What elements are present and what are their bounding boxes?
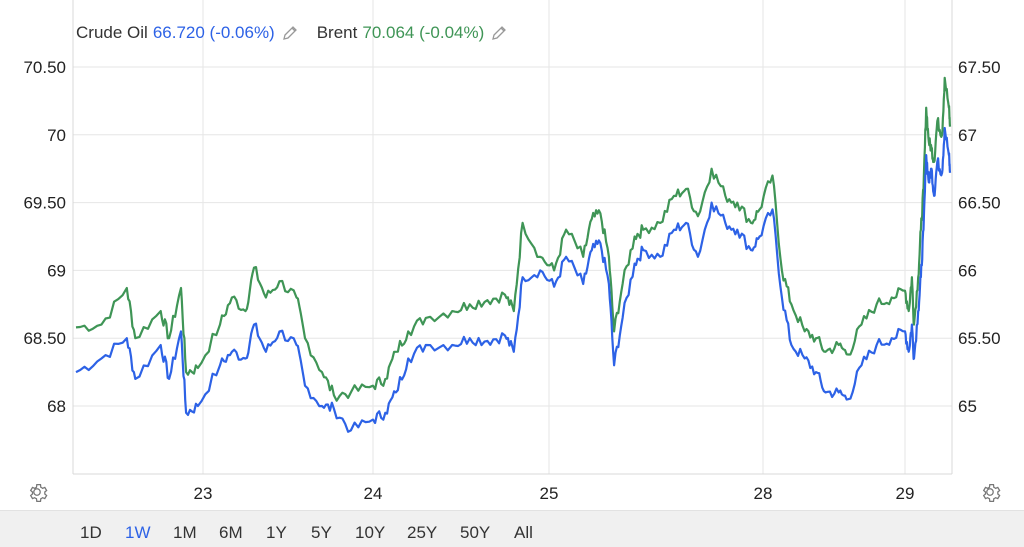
price-chart[interactable]: 68 68.50 69 69.50 70 70.50 65 65.50 66 66.50 67 67.… — [0, 0, 1024, 510]
pencil-icon[interactable] — [281, 24, 299, 42]
range-50y-button[interactable]: 50Y — [460, 523, 491, 542]
chart-area[interactable]: 68 68.50 69 69.50 70 70.50 65 65.50 66 66.50 67 67.… — [0, 0, 1024, 510]
range-5y-button[interactable]: 5Y — [311, 523, 332, 542]
brent-series-line — [75, 76, 952, 402]
y-left-tick-label: 68 — [47, 397, 66, 416]
gear-icon[interactable] — [26, 481, 48, 503]
x-tick-label: 25 — [540, 484, 559, 503]
x-tick-label: 28 — [754, 484, 773, 503]
y-right-tick-label: 66 — [958, 261, 977, 280]
range-6m-button[interactable]: 6M — [219, 523, 243, 542]
y-left-tick-label: 69.50 — [23, 194, 66, 213]
gear-icon[interactable] — [979, 481, 1001, 503]
x-tick-label: 29 — [896, 484, 915, 503]
range-25y-button[interactable]: 25Y — [407, 523, 438, 542]
range-1m-button[interactable]: 1M — [173, 523, 197, 542]
y-right-tick-label: 65.50 — [958, 329, 1001, 348]
range-10y-button[interactable]: 10Y — [355, 523, 386, 542]
pencil-icon[interactable] — [490, 24, 508, 42]
range-1w-button[interactable]: 1W — [125, 523, 151, 542]
chart-legend: Crude Oil 66.720 (-0.06%) Brent 70.064 (… — [76, 23, 526, 43]
range-all-button[interactable]: All — [514, 523, 533, 542]
x-tick-label: 23 — [194, 484, 213, 503]
y-left-tick-label: 68.50 — [23, 329, 66, 348]
range-1y-button[interactable]: 1Y — [266, 523, 287, 542]
y-right-tick-label: 66.50 — [958, 194, 1001, 213]
legend-brent-value: 70.064 (-0.04%) — [362, 23, 485, 42]
y-right-tick-label: 65 — [958, 397, 977, 416]
y-left-tick-label: 70.50 — [23, 58, 66, 77]
y-left-tick-label: 70 — [47, 126, 66, 145]
y-right-tick-label: 67 — [958, 126, 977, 145]
legend-oil-value: 66.720 (-0.06%) — [152, 23, 275, 42]
x-tick-label: 24 — [364, 484, 383, 503]
y-right-tick-label: 67.50 — [958, 58, 1001, 77]
legend-oil-label: Crude Oil — [76, 23, 148, 42]
range-1d-button[interactable]: 1D — [80, 523, 102, 542]
y-left-tick-label: 69 — [47, 261, 66, 280]
time-range-bar: 1D 1W 1M 6M 1Y 5Y 10Y 25Y 50Y All — [0, 510, 1024, 547]
crude-oil-series-line — [75, 126, 952, 433]
legend-brent-label: Brent — [316, 23, 358, 42]
